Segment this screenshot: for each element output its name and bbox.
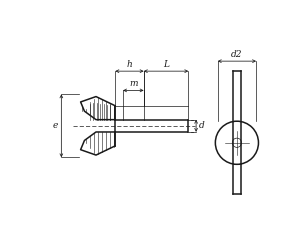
- Text: d2: d2: [231, 50, 243, 59]
- Text: e: e: [53, 121, 58, 130]
- Text: L: L: [163, 60, 169, 69]
- Text: h: h: [127, 60, 132, 69]
- Text: d: d: [199, 121, 205, 130]
- Text: m: m: [129, 79, 138, 88]
